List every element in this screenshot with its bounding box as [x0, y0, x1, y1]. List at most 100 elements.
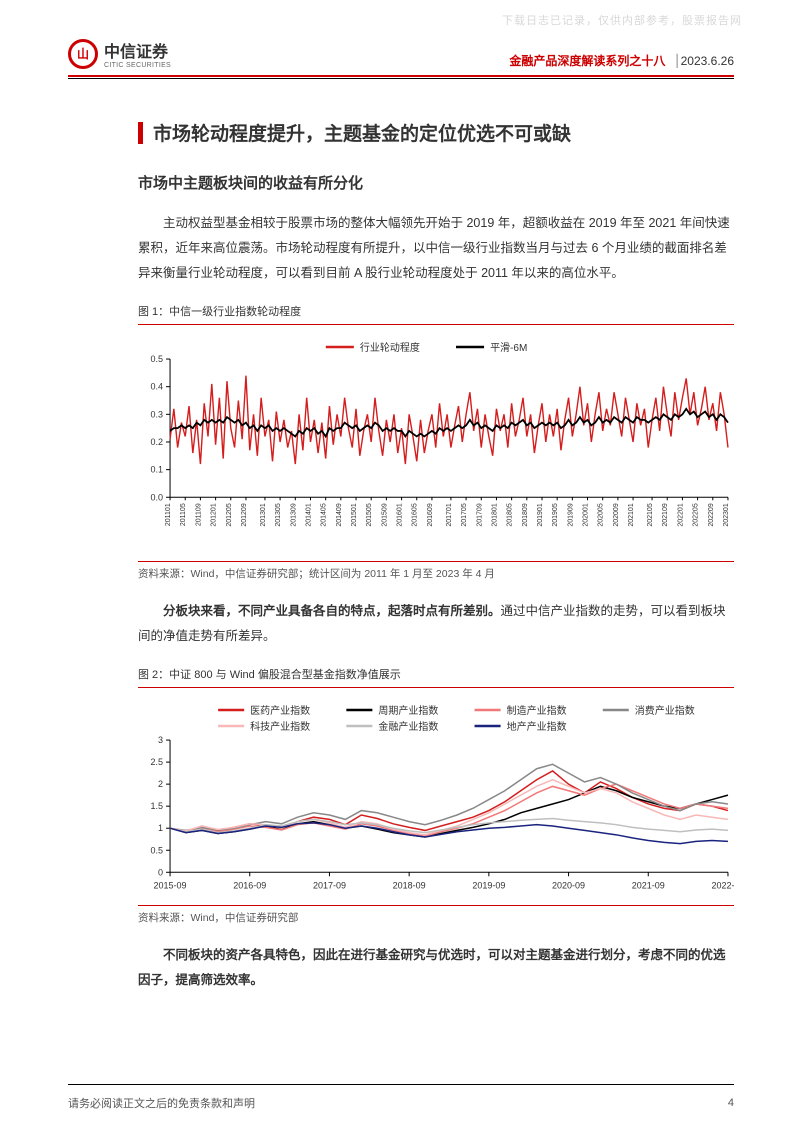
svg-text:201709: 201709	[476, 503, 483, 526]
svg-text:消费产业指数: 消费产业指数	[635, 704, 695, 717]
svg-text:3: 3	[158, 735, 163, 745]
paragraph-3-bold: 不同板块的资产各具特色，因此在进行基金研究与优选时，可以对主题基金进行划分，考虑…	[138, 948, 726, 987]
svg-text:201309: 201309	[290, 503, 297, 526]
header-date: 2023.6.26	[681, 54, 734, 68]
svg-text:201209: 201209	[241, 503, 248, 526]
heading-1: 市场轮动程度提升，主题基金的定位优选不可或缺	[153, 119, 571, 146]
svg-text:0.1: 0.1	[151, 465, 164, 475]
svg-text:201501: 201501	[351, 503, 358, 526]
svg-text:0.5: 0.5	[151, 354, 164, 364]
svg-text:周期产业指数: 周期产业指数	[378, 704, 438, 717]
svg-text:0.4: 0.4	[151, 382, 164, 392]
svg-text:202209: 202209	[708, 503, 715, 526]
footer-page: 4	[728, 1097, 734, 1109]
logo-icon: 山	[68, 39, 98, 69]
svg-text:202109: 202109	[662, 503, 669, 526]
svg-text:202001: 202001	[583, 503, 590, 526]
svg-text:201205: 201205	[226, 503, 233, 526]
svg-text:201909: 201909	[567, 503, 574, 526]
svg-text:2015-09: 2015-09	[154, 881, 187, 891]
heading-bar-icon	[138, 122, 143, 144]
footer-disclaimer: 请务必阅读正文之后的免责条款和声明	[68, 1095, 255, 1111]
svg-text:201505: 201505	[366, 503, 373, 526]
svg-text:2.5: 2.5	[151, 757, 164, 767]
heading-1-row: 市场轮动程度提升，主题基金的定位优选不可或缺	[138, 119, 734, 146]
svg-text:1.5: 1.5	[151, 802, 164, 812]
svg-text:201405: 201405	[321, 503, 328, 526]
logo-block: 山 中信证券 CITIC SECURITIES	[68, 38, 171, 69]
svg-text:1: 1	[158, 824, 163, 834]
svg-text:2019-09: 2019-09	[472, 881, 505, 891]
svg-text:201201: 201201	[211, 503, 218, 526]
svg-text:行业轮动程度: 行业轮动程度	[360, 341, 420, 354]
svg-text:201509: 201509	[381, 503, 388, 526]
fig1-title-row: 图 1：中信一级行业指数轮动程度	[138, 302, 734, 320]
header-rule-red	[68, 75, 734, 77]
fig1-chart: 行业轮动程度平滑-6M0.00.10.20.30.40.520110120110…	[138, 335, 734, 555]
heading-2-1: 市场中主题板块间的收益有所分化	[138, 172, 734, 193]
footer-rule	[68, 1084, 734, 1085]
svg-text:202205: 202205	[693, 503, 700, 526]
svg-text:金融产业指数: 金融产业指数	[378, 720, 438, 733]
svg-text:2: 2	[158, 780, 163, 790]
svg-text:201401: 201401	[305, 503, 312, 526]
svg-text:科技产业指数: 科技产业指数	[250, 720, 310, 733]
svg-text:201605: 201605	[412, 503, 419, 526]
svg-text:201305: 201305	[275, 503, 282, 526]
paragraph-2: 分板块来看，不同产业具备各自的特点，起落时点有所差别。通过中信产业指数的走势，可…	[138, 599, 734, 649]
svg-text:2017-09: 2017-09	[313, 881, 346, 891]
svg-text:2021-09: 2021-09	[632, 881, 665, 891]
svg-text:202105: 202105	[647, 503, 654, 526]
svg-text:2020-09: 2020-09	[552, 881, 585, 891]
content: 市场轮动程度提升，主题基金的定位优选不可或缺 市场中主题板块间的收益有所分化 主…	[0, 79, 802, 993]
svg-text:202005: 202005	[598, 503, 605, 526]
footer: 请务必阅读正文之后的免责条款和声明 4	[0, 1095, 802, 1111]
fig2-bottom-rule	[138, 905, 734, 906]
svg-text:201109: 201109	[195, 503, 202, 526]
svg-text:0.0: 0.0	[151, 492, 164, 502]
svg-text:201801: 201801	[491, 503, 498, 526]
svg-text:201105: 201105	[180, 503, 187, 526]
header-right: 金融产品深度解读系列之十八▕ 2023.6.26	[509, 52, 734, 69]
svg-text:201701: 201701	[446, 503, 453, 526]
fig2-chart: 医药产业指数 周期产业指数 制造产业指数 消费产业指数科技产业指数 金融产业指数 地产产业…	[138, 698, 734, 898]
svg-text:平滑-6M: 平滑-6M	[490, 342, 527, 354]
fig1-bottom-rule	[138, 561, 734, 562]
svg-text:201601: 201601	[397, 503, 404, 526]
header-sep: ▕	[668, 54, 677, 68]
logo-text-cn: 中信证券	[104, 38, 171, 62]
svg-text:201705: 201705	[461, 503, 468, 526]
watermark-text: 下载日志已记录，仅供内部参考，股票报告网	[502, 12, 742, 28]
svg-text:202301: 202301	[723, 503, 730, 526]
fig1-source: 资料来源：Wind，中信证券研究部；统计区间为 2011 年 1 月至 2023…	[138, 566, 734, 581]
svg-text:0.3: 0.3	[151, 409, 164, 419]
svg-text:202201: 202201	[677, 503, 684, 526]
series-title: 金融产品深度解读系列之十八	[509, 54, 665, 68]
svg-text:2016-09: 2016-09	[233, 881, 266, 891]
logo-text-en: CITIC SECURITIES	[104, 62, 171, 69]
paragraph-1: 主动权益型基金相较于股票市场的整体大幅领先开始于 2019 年，超额收益在 20…	[138, 211, 734, 286]
svg-text:医药产业指数: 医药产业指数	[250, 704, 310, 717]
fig1-top-rule	[138, 324, 734, 325]
svg-text:制造产业指数: 制造产业指数	[507, 704, 567, 717]
svg-text:201609: 201609	[427, 503, 434, 526]
svg-text:201409: 201409	[336, 503, 343, 526]
svg-text:2022-09: 2022-09	[711, 881, 734, 891]
fig2-title: 图 2：中证 800 与 Wind 偏股混合型基金指数净值展示	[138, 669, 401, 681]
fig2-top-rule	[138, 687, 734, 688]
fig2-title-row: 图 2：中证 800 与 Wind 偏股混合型基金指数净值展示	[138, 665, 734, 683]
fig2-source: 资料来源：Wind，中信证券研究部	[138, 910, 734, 925]
svg-text:202009: 202009	[613, 503, 620, 526]
paragraph-3: 不同板块的资产各具特色，因此在进行基金研究与优选时，可以对主题基金进行划分，考虑…	[138, 943, 734, 993]
fig1-title: 图 1：中信一级行业指数轮动程度	[138, 306, 301, 318]
svg-text:2018-09: 2018-09	[393, 881, 426, 891]
svg-text:0: 0	[158, 868, 163, 878]
paragraph-2-bold: 分板块来看，不同产业具备各自的特点，起落时点有所差别。	[163, 604, 501, 618]
svg-text:0.5: 0.5	[151, 846, 164, 856]
svg-text:201301: 201301	[260, 503, 267, 526]
svg-text:201901: 201901	[537, 503, 544, 526]
svg-text:地产产业指数: 地产产业指数	[507, 720, 567, 733]
svg-text:202101: 202101	[628, 503, 635, 526]
svg-text:201805: 201805	[507, 503, 514, 526]
svg-text:201101: 201101	[165, 503, 172, 526]
